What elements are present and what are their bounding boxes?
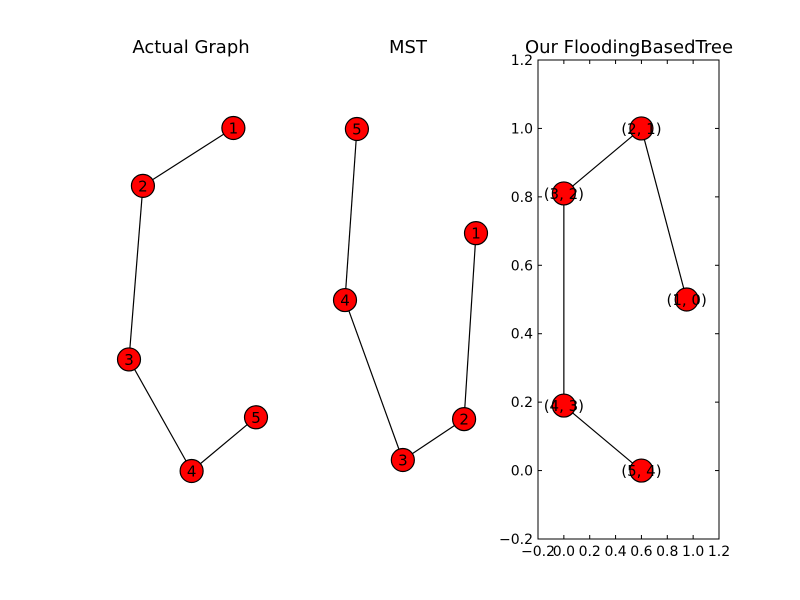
- nodes-mst: 5 4 1 2 3: [332, 116, 489, 473]
- x-tick-label: 1.2: [708, 544, 730, 560]
- axes-frame: [537, 59, 720, 540]
- node-label-1: 1: [229, 120, 239, 138]
- node-label-2-1: (2, 1): [621, 120, 661, 138]
- nodes-flooding-tree: (2, 1) (3, 2) (1, 0) (4, 3) (5, 4): [544, 116, 707, 483]
- node-label-5: 5: [352, 121, 362, 139]
- y-tick-label: 0.0: [511, 464, 533, 480]
- x-tick-label: 0.6: [630, 544, 652, 560]
- node-4: [179, 458, 204, 484]
- node-label-2: 2: [459, 411, 469, 429]
- axis-ticks: −0.20.0 0.2 0.4 0.6 0.8 1.0 1.2−0.20.00.20.40.…: [499, 53, 730, 560]
- node-label-2: 2: [138, 177, 148, 195]
- edge-4-3-5-4: [563, 405, 642, 472]
- node-5: [243, 405, 269, 430]
- node-2: [130, 173, 156, 198]
- x-tick-label: −0.2: [521, 544, 555, 560]
- node-1: [463, 221, 489, 246]
- edge-3-2: [402, 418, 465, 461]
- node-label-3: 3: [398, 452, 408, 470]
- x-tick-label: 0.0: [553, 544, 575, 560]
- node-label-4: 4: [340, 292, 350, 310]
- node-label-5: 5: [251, 409, 261, 427]
- panel-title-actual-graph: Actual Graph: [132, 37, 249, 58]
- node-label-3: 3: [124, 351, 134, 369]
- node-label-3-2: (3, 2): [544, 185, 584, 203]
- panel-flooding-tree: Our FloodingBasedTree −0.20.0 0.2 0.4 0.6 0.…: [499, 37, 733, 560]
- node-5-4: [629, 458, 654, 483]
- x-tick-label: 1.0: [682, 544, 704, 560]
- node-1: [221, 115, 246, 141]
- panel-mst: MST 5 4 1 2 3: [332, 37, 489, 473]
- node-2: [451, 406, 477, 432]
- y-tick-label: 0.6: [511, 258, 533, 274]
- node-label-1-0: (1, 0): [667, 291, 707, 309]
- y-tick-label: 0.4: [511, 327, 533, 343]
- node-3-2: [551, 181, 576, 206]
- y-tick-label: −0.2: [499, 532, 533, 548]
- edge-4-3: [344, 299, 404, 461]
- node-5: [344, 116, 370, 142]
- y-tick-label: 1.2: [511, 53, 533, 69]
- node-label-5-4: (5, 4): [621, 462, 661, 480]
- panel-title-flooding-tree: Our FloodingBasedTree: [525, 37, 733, 58]
- node-3: [390, 447, 415, 473]
- x-tick-label: 0.4: [604, 544, 626, 560]
- edge-1-2: [142, 127, 234, 187]
- node-label-4-3: (4, 3): [544, 397, 584, 415]
- edge-2-1-3-2: [563, 127, 642, 194]
- y-tick-label: 0.2: [511, 395, 533, 411]
- edge-4-5: [191, 416, 257, 472]
- edge-5-4: [344, 128, 358, 301]
- node-4: [332, 287, 358, 313]
- node-2-1: [629, 116, 654, 141]
- edge-2-3: [128, 185, 144, 360]
- node-label-1: 1: [471, 225, 481, 243]
- x-tick-label: 0.2: [579, 544, 601, 560]
- node-4-3: [551, 393, 576, 418]
- x-tick-label: 0.8: [656, 544, 678, 560]
- node-label-4: 4: [187, 463, 197, 481]
- edge-2-1-1-0: [640, 128, 688, 300]
- y-tick-label: 1.0: [511, 121, 533, 137]
- node-3: [116, 347, 142, 372]
- edge-2-1: [463, 233, 477, 420]
- edges-flooding-tree: [563, 127, 688, 472]
- panel-actual-graph: Actual Graph 1 2 3 4 5: [116, 37, 269, 484]
- y-tick-label: 0.8: [511, 190, 533, 206]
- edges-mst: [344, 128, 477, 461]
- edges-actual-graph: [128, 127, 257, 472]
- edge-3-4: [128, 359, 193, 472]
- panel-title-mst: MST: [389, 37, 428, 58]
- nodes-actual-graph: 1 2 3 4 5: [116, 115, 269, 484]
- node-1-0: [674, 287, 699, 312]
